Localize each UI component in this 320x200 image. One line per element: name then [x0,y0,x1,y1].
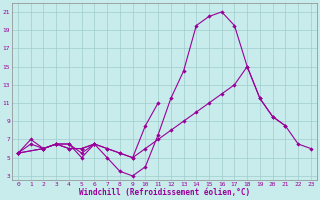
X-axis label: Windchill (Refroidissement éolien,°C): Windchill (Refroidissement éolien,°C) [79,188,250,197]
